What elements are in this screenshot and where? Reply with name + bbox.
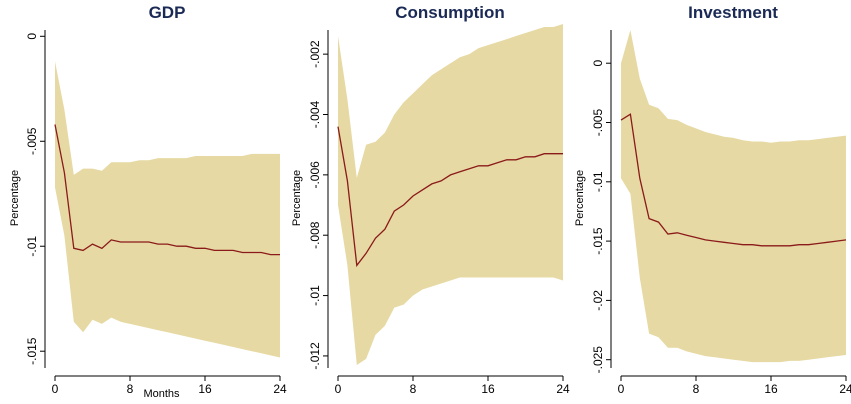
y-tick-label: -.008 [308,221,322,249]
y-axis-label: Percentage [9,170,21,226]
y-tick-label: -.015 [25,337,39,365]
x-tick-label: 8 [693,382,700,396]
impulse-response-line [337,126,563,268]
x-tick-label: 16 [481,382,495,396]
x-tick-label: 24 [839,382,851,396]
chart-title: Investment [688,3,778,22]
y-tick-label: 0 [591,60,605,67]
x-tick-label: 24 [273,382,287,396]
y-tick-label: -.01 [25,236,39,257]
confidence-band [338,24,563,365]
x-tick-label: 0 [52,382,59,396]
y-axis-label: Percentage [291,170,303,226]
x-tick-label: 16 [764,382,778,396]
chart-title: GDP [149,3,186,22]
y-tick-label: -.005 [25,127,39,155]
investment-chart-panel: 0 -.005 -.01 -.015 -.02 -.025 0 8 16 24 Investment… [566,0,851,404]
chart-svg: -.002 -.004 -.006 -.008 -.01 -.012 0 8 16 24 Consu… [291,3,570,396]
confidence-band [621,30,846,363]
consumption-chart-panel: -.002 -.004 -.006 -.008 -.01 -.012 0 8 16 24 Consu… [283,0,570,404]
x-tick-label: 16 [198,382,212,396]
y-tick-label: -.025 [591,346,605,374]
x-tick-label: 0 [335,382,342,396]
y-tick-label: -.006 [308,161,322,189]
impulse-response-line [54,124,280,256]
impulse-response-line [620,113,847,247]
confidence-band [55,61,280,358]
y-axis-label: Percentage [574,170,586,226]
x-axis-label: Months [143,388,180,400]
y-tick-label: 0 [25,33,39,40]
y-tick-label: -.002 [308,40,322,68]
x-tick-label: 8 [127,382,134,396]
chart-svg: 0 -.005 -.01 -.015 0 8 16 24 GDP Percentage Months [9,3,287,400]
y-tick-label: -.015 [591,227,605,255]
chart-title: Consumption [395,3,505,22]
gdp-chart-panel: 0 -.005 -.01 -.015 0 8 16 24 GDP Percentage Months [0,0,287,404]
x-tick-label: 8 [410,382,417,396]
y-tick-label: -.01 [591,171,605,192]
x-tick-label: 24 [556,382,570,396]
y-tick-label: -.02 [591,290,605,311]
chart-svg: 0 -.005 -.01 -.015 -.02 -.025 0 8 16 24 Investment… [574,3,851,396]
y-tick-label: -.01 [308,285,322,306]
x-tick-label: 0 [618,382,625,396]
y-tick-label: -.012 [308,342,322,370]
y-tick-label: -.005 [591,109,605,137]
y-tick-label: -.004 [308,101,322,129]
